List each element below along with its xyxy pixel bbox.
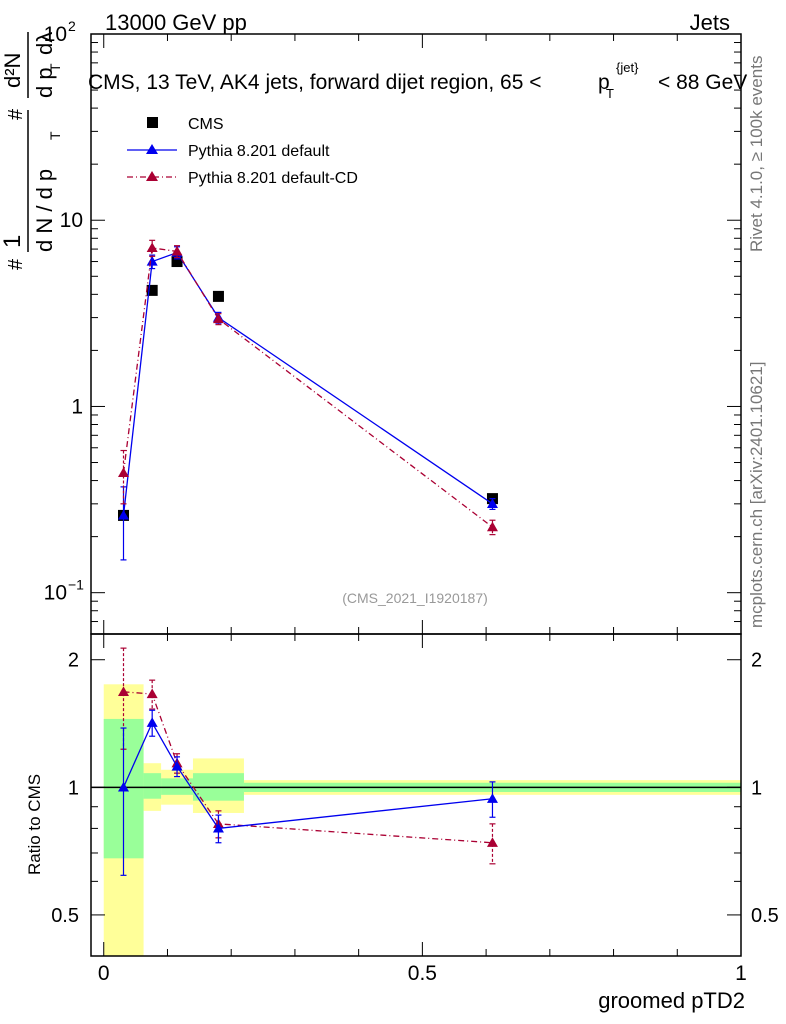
y-tick-label-top: 1 [71, 395, 83, 418]
ylabel-dp: d p [32, 67, 57, 98]
pythia-default-top-point [486, 498, 498, 508]
cms-data-top-point [212, 290, 224, 302]
cms-data-top-point [146, 284, 158, 296]
legend-marker-pythia-cd [146, 171, 158, 181]
cms-data-top-point [171, 256, 183, 268]
y-tick-label-ratio: 1 [68, 777, 79, 799]
legend-label-pythia-default: Pythia 8.201 default [188, 143, 330, 160]
pythia-default-cd-top-point [146, 242, 158, 253]
legend-marker-cms [147, 117, 158, 128]
ratio-band-green [143, 773, 162, 799]
x-tick-label: 1 [735, 962, 747, 985]
pythia-default-top-line [122, 251, 493, 516]
collision-label: 13000 GeV pp [105, 10, 247, 35]
y-tick-label-ratio-right: 0.5 [751, 905, 779, 927]
y-tick-label-ratio: 0.5 [51, 905, 79, 927]
pythia-default-cd-ratio-point [146, 688, 158, 699]
xlabel: groomed pTD2 [598, 988, 745, 1013]
y-tick-label-top: 10 [44, 23, 67, 46]
rivet-version-label: Rivet 4.1.0, ≥ 100k events [747, 56, 766, 252]
pythia-default-cd-ratio-point [486, 837, 498, 847]
ylabel-dlambda: dλ [32, 32, 57, 55]
x-tick-label: 0.5 [408, 962, 437, 985]
legend-label-pythia-cd: Pythia 8.201 default-CD [188, 170, 358, 187]
ylabel-ratio: Ratio to CMS [25, 774, 44, 875]
pythia-default-cd-ratio-point [118, 686, 129, 696]
ylabel-t-sub: T [47, 131, 63, 140]
title-p: p [598, 71, 610, 94]
ylabel-dn: d N / d p [32, 169, 57, 252]
pythia-default-top-point [118, 509, 129, 520]
ylabel-top: # 1 d N / d p T # d²N d p T dλ [0, 32, 63, 270]
legend-label-cms: CMS [188, 116, 224, 133]
ylabel-t-sub-2: T [47, 63, 63, 72]
ylabel-hash-1: # [5, 258, 27, 270]
plot-title: CMS, 13 TeV, AK4 jets, forward dijet reg… [88, 60, 747, 101]
ylabel-hash-2: # [5, 108, 27, 120]
mcplots-credit-label: mcplots.cern.ch [arXiv:2401.10621] [747, 362, 766, 628]
ylabel-one: 1 [0, 235, 26, 248]
y-tick-label-ratio-right: 1 [751, 777, 762, 799]
category-label: Jets [690, 10, 730, 35]
x-tick-label: 0 [98, 962, 110, 985]
y-tick-label-top: 10 [44, 582, 67, 605]
legend-marker-pythia-default [146, 144, 158, 154]
pythia-default-ratio-point [118, 781, 129, 792]
pythia-default-cd-top-line [122, 247, 493, 528]
pythia-default-ratio-point [146, 717, 158, 727]
pythia-default-cd-top-point [118, 467, 129, 477]
title-sup: {jet} [616, 60, 639, 75]
ratio-panel-frame [90, 633, 742, 957]
title-main: CMS, 13 TeV, AK4 jets, forward dijet reg… [88, 71, 542, 94]
pythia-default-top-point [146, 256, 158, 266]
pythia-default-cd-top-point [171, 245, 183, 256]
title-sub: T [606, 86, 614, 101]
pythia-default-ratio-point [486, 793, 498, 803]
pythia-default-cd-top-point [486, 521, 498, 532]
y-tick-label-top-exponent: −1 [68, 577, 84, 593]
y-tick-label-top: 10 [60, 209, 83, 232]
analysis-id: (CMS_2021_I1920187) [342, 590, 488, 606]
pythia-default-ratio-point [171, 760, 183, 771]
y-tick-label-ratio-right: 2 [751, 650, 762, 672]
pythia-default-cd-top-point [212, 313, 224, 324]
ylabel-d2n: d²N [0, 53, 25, 88]
y-tick-label-ratio: 2 [68, 650, 79, 672]
pythia-default-ratio-point [212, 822, 224, 833]
legend: CMS Pythia 8.201 default Pythia 8.201 de… [127, 116, 358, 187]
title-end: < 88 GeV [658, 71, 747, 94]
y-tick-label-top-exponent: 2 [68, 18, 76, 34]
